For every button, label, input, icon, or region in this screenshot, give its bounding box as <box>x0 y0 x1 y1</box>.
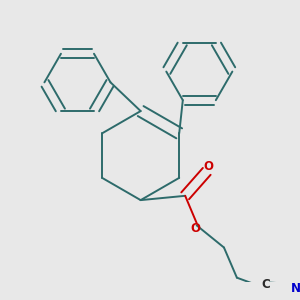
Text: O: O <box>203 160 213 173</box>
Text: N: N <box>291 282 300 295</box>
Text: C: C <box>261 278 270 291</box>
Text: O: O <box>190 222 200 235</box>
